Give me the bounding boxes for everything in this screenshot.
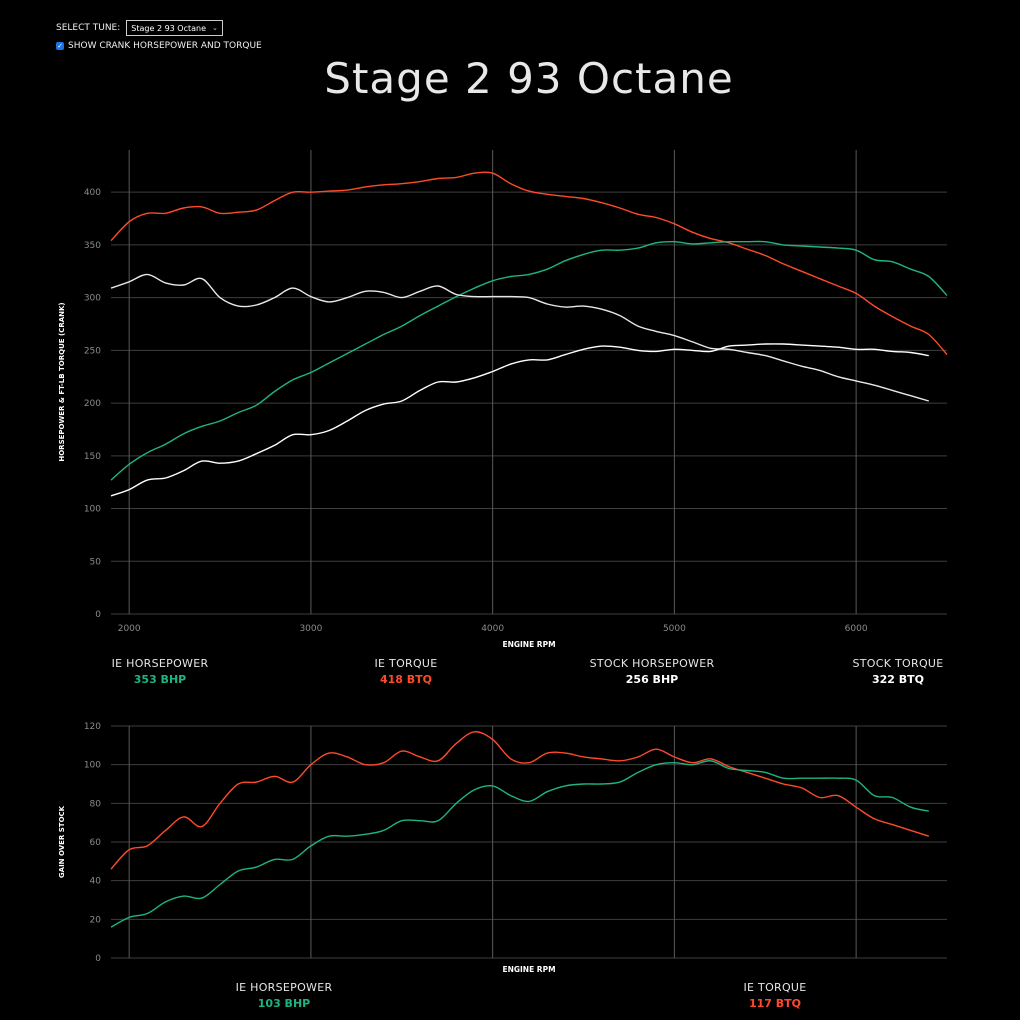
main-summary-stock-torque: STOCK TORQUE 322 BTQ xyxy=(818,657,978,686)
summary-label: STOCK TORQUE xyxy=(852,657,944,670)
series-line-ie-horsepower xyxy=(110,240,948,481)
y-tick-label: 20 xyxy=(90,915,102,925)
series-line-ie-torque xyxy=(110,171,948,356)
y-tick-label: 0 xyxy=(95,954,101,964)
summary-value: 353 BHP xyxy=(133,673,187,686)
crank-checkbox[interactable]: ✓ xyxy=(56,42,64,50)
main-summary-stock-hp: STOCK HORSEPOWER 256 BHP xyxy=(572,657,732,686)
tune-row: SELECT TUNE: Stage 2 93 Octane ⌄ xyxy=(56,19,262,37)
tune-select-value: Stage 2 93 Octane xyxy=(131,23,207,33)
x-axis-title: ENGINE RPM xyxy=(502,965,555,974)
summary-label: IE TORQUE xyxy=(743,981,807,994)
crank-checkbox-label: SHOW CRANK HORSEPOWER AND TORQUE xyxy=(68,41,262,51)
y-axis-title: HORSEPOWER & FT-LB TORQUE (CRANK) xyxy=(58,302,66,461)
page-title: Stage 2 93 Octane xyxy=(324,54,734,103)
x-axis-title: ENGINE RPM xyxy=(502,640,555,649)
gain-summary-ie-torque: IE TORQUE 117 BTQ xyxy=(695,981,855,1010)
x-tick-label: 5000 xyxy=(663,624,686,634)
y-tick-label: 100 xyxy=(84,761,101,771)
y-tick-label: 50 xyxy=(90,557,102,567)
summary-label: IE TORQUE xyxy=(374,657,438,670)
y-axis-title: GAIN OVER STOCK xyxy=(58,805,66,878)
y-tick-label: 150 xyxy=(84,452,101,462)
y-tick-label: 120 xyxy=(84,722,101,732)
summary-value: 322 BTQ xyxy=(871,673,925,686)
y-tick-label: 350 xyxy=(84,241,101,251)
summary-value: 103 BHP xyxy=(257,997,311,1010)
y-tick-label: 100 xyxy=(84,505,101,515)
gain-summary-ie-hp: IE HORSEPOWER 103 BHP xyxy=(204,981,364,1010)
y-tick-label: 0 xyxy=(95,610,101,620)
y-tick-label: 200 xyxy=(84,399,101,409)
crank-toggle-row[interactable]: ✓ SHOW CRANK HORSEPOWER AND TORQUE xyxy=(56,39,262,53)
controls: SELECT TUNE: Stage 2 93 Octane ⌄ ✓ SHOW … xyxy=(56,19,262,53)
y-tick-label: 250 xyxy=(84,346,101,356)
summary-value: 256 BHP xyxy=(625,673,679,686)
summary-label: IE HORSEPOWER xyxy=(235,981,333,994)
x-tick-label: 2000 xyxy=(118,624,141,634)
series-line-stock-horsepower xyxy=(110,343,929,497)
x-tick-label: 4000 xyxy=(481,624,504,634)
y-tick-label: 300 xyxy=(84,294,101,304)
x-tick-label: 6000 xyxy=(845,624,868,634)
y-tick-label: 60 xyxy=(90,838,102,848)
summary-value: 418 BTQ xyxy=(379,673,433,686)
series-line-ie-horsepower xyxy=(110,760,929,928)
chevron-down-icon: ⌄ xyxy=(212,24,218,32)
tune-select[interactable]: Stage 2 93 Octane ⌄ xyxy=(126,20,223,36)
series-line-stock-torque xyxy=(110,273,930,402)
y-tick-label: 400 xyxy=(84,188,101,198)
series-line-ie-torque xyxy=(110,731,930,870)
y-tick-label: 40 xyxy=(90,877,102,887)
main-summary-ie-hp: IE HORSEPOWER 353 BHP xyxy=(80,657,240,686)
y-tick-label: 80 xyxy=(90,799,102,809)
summary-value: 117 BTQ xyxy=(748,997,802,1010)
select-tune-label: SELECT TUNE: xyxy=(56,23,121,33)
summary-label: IE HORSEPOWER xyxy=(111,657,209,670)
main-summary-ie-torque: IE TORQUE 418 BTQ xyxy=(326,657,486,686)
summary-label: STOCK HORSEPOWER xyxy=(589,657,715,670)
x-tick-label: 3000 xyxy=(299,624,322,634)
